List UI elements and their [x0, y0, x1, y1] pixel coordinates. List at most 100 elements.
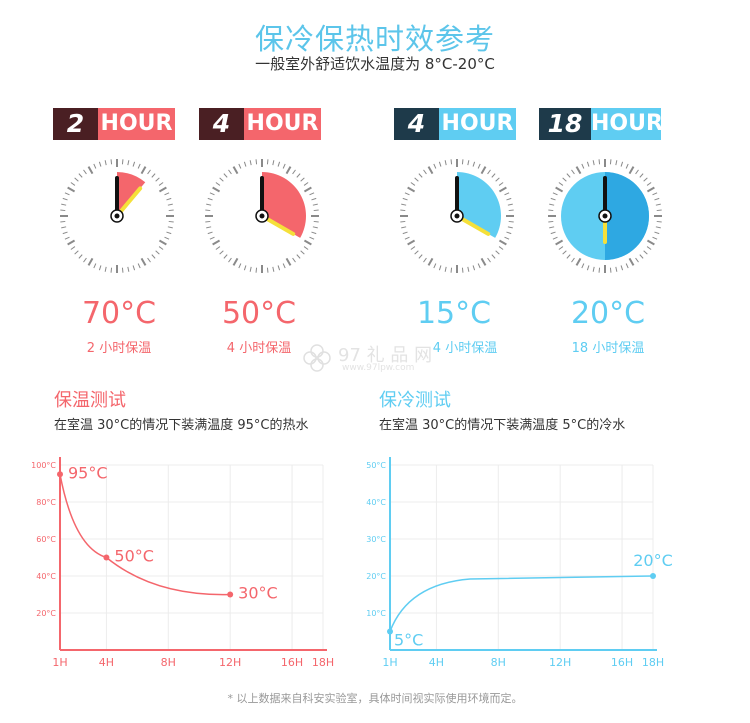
clock-tick: [158, 182, 164, 186]
clock-tick: [212, 239, 221, 246]
section-title-warm: 保温测试: [54, 390, 126, 411]
clock-tick: [507, 203, 513, 206]
clock-tick: [656, 220, 662, 223]
clock-tick: [404, 236, 410, 240]
clock-tick: [67, 239, 76, 246]
y-tick-label: 20°C: [366, 572, 386, 581]
clock-tick: [407, 239, 416, 246]
clock-tick: [444, 266, 447, 272]
section-title-cool: 保冷测试: [379, 390, 451, 411]
clock-tick: [266, 267, 269, 273]
clock-tick: [296, 254, 301, 259]
clock-tick: [450, 159, 453, 165]
watermark-url: www.97lpw.com: [342, 363, 415, 373]
clock-tick: [212, 186, 221, 193]
clock-tick: [272, 266, 275, 272]
clock-tick: [652, 236, 658, 240]
clock-tick: [620, 265, 624, 271]
temp-card-2: 50°C: [221, 296, 297, 331]
clock-tick: [309, 236, 315, 240]
clock-tick: [93, 263, 97, 269]
clock-tick: [70, 246, 76, 250]
clock-tick: [414, 250, 419, 255]
clock-tick: [147, 169, 151, 175]
clock-tick: [292, 257, 296, 263]
clock-tick: [313, 209, 319, 212]
clock-tick: [228, 257, 232, 263]
clock-tick: [643, 177, 648, 182]
y-tick-label: 20°C: [36, 609, 56, 618]
clock-tick: [461, 159, 464, 165]
clock-tick: [74, 177, 79, 182]
clock-tick: [83, 257, 87, 263]
data-point: [103, 554, 110, 561]
clock-tick: [104, 160, 107, 166]
clock-tick: [209, 192, 215, 196]
clock-tick: [461, 267, 464, 273]
clock-tick: [147, 257, 151, 263]
clock-tick: [427, 166, 434, 175]
clock-tick: [104, 266, 107, 272]
clock-tick: [282, 263, 286, 269]
clock-tick: [418, 173, 423, 178]
x-tick-label: 8H: [491, 656, 506, 669]
clock-tick: [205, 209, 211, 212]
badge-hours: 4: [394, 108, 439, 140]
clock-tick: [249, 160, 252, 166]
clock-tick: [60, 220, 66, 223]
clock-tick: [407, 186, 416, 193]
clock-tick: [609, 267, 612, 273]
clock-tick: [504, 236, 510, 240]
clock-tick: [575, 166, 582, 175]
clock-tick: [312, 226, 318, 229]
y-tick-label: 80°C: [36, 498, 56, 507]
x-tick-label: 1H: [52, 656, 67, 669]
clock-tick: [401, 203, 407, 206]
y-tick-label: 60°C: [36, 535, 56, 544]
clock-tick: [206, 203, 212, 206]
duration-card-1: 2 小时保温: [86, 341, 152, 356]
data-point: [650, 573, 656, 579]
clock-tick: [110, 159, 113, 165]
clock-tick: [549, 226, 555, 229]
y-tick-label: 100°C: [31, 461, 56, 470]
series-line: [59, 474, 231, 596]
clock-tick: [312, 203, 318, 206]
clock-tick: [550, 231, 556, 235]
clock-tick: [566, 254, 571, 259]
clock-tick: [654, 197, 660, 201]
clock-row: [60, 159, 662, 273]
temp-card-3: 15°C: [416, 296, 492, 331]
clock-tick: [414, 177, 419, 182]
y-tick-label: 10°C: [366, 609, 386, 618]
clock-tick: [581, 263, 585, 269]
clock-tick: [223, 173, 228, 178]
temp-card-1: 70°C: [81, 296, 157, 331]
clock-tick: [132, 161, 136, 167]
clock-tick: [548, 220, 554, 223]
clock-tick: [506, 231, 512, 235]
clock-tick: [272, 160, 275, 166]
x-tick-label: 18H: [642, 656, 664, 669]
series-line: [389, 575, 654, 632]
clock-tick: [164, 236, 170, 240]
clock-tick: [609, 159, 612, 165]
clock-tick: [151, 254, 156, 259]
badge-unit: HOUR: [244, 108, 321, 140]
clock-tick: [219, 177, 224, 182]
clock-tick: [151, 173, 156, 178]
clock-tick: [311, 197, 317, 201]
clock-tick: [87, 166, 94, 175]
clock-tick: [166, 197, 172, 201]
x-tick-label: 12H: [219, 656, 241, 669]
clock-tick: [64, 236, 70, 240]
clock-tick: [410, 246, 416, 250]
clock-tick: [498, 182, 504, 186]
clock-tick: [209, 236, 215, 240]
clock-tick: [628, 166, 635, 175]
clock-tick: [498, 246, 504, 250]
clock-tick: [140, 166, 147, 175]
clock-tick: [303, 186, 312, 193]
clock-tick: [140, 257, 147, 266]
clock-tick: [277, 265, 281, 271]
